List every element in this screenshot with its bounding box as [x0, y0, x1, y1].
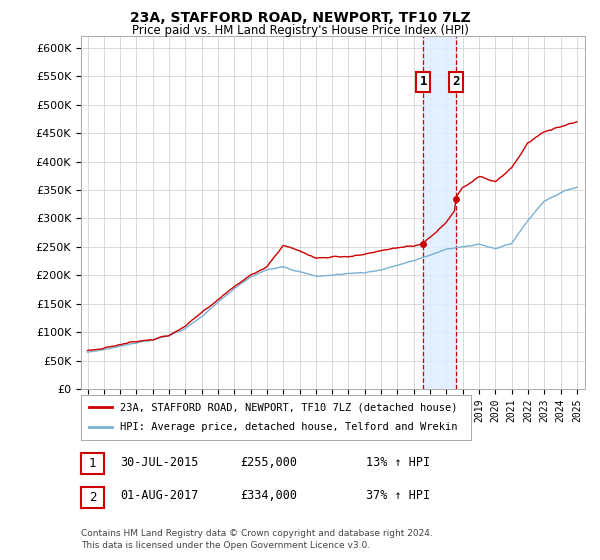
Text: 23A, STAFFORD ROAD, NEWPORT, TF10 7LZ (detached house): 23A, STAFFORD ROAD, NEWPORT, TF10 7LZ (d…	[120, 402, 458, 412]
Text: £255,000: £255,000	[240, 455, 297, 469]
Bar	[423, 36, 456, 389]
Text: 37% ↑ HPI: 37% ↑ HPI	[366, 489, 430, 502]
Text: 30-JUL-2015: 30-JUL-2015	[120, 455, 199, 469]
Text: 1: 1	[419, 76, 427, 88]
Text: This data is licensed under the Open Government Licence v3.0.: This data is licensed under the Open Gov…	[81, 542, 370, 550]
Text: 2: 2	[89, 491, 96, 504]
Text: 2: 2	[452, 76, 460, 88]
Text: HPI: Average price, detached house, Telford and Wrekin: HPI: Average price, detached house, Telf…	[120, 422, 458, 432]
Text: £334,000: £334,000	[240, 489, 297, 502]
Text: Price paid vs. HM Land Registry's House Price Index (HPI): Price paid vs. HM Land Registry's House …	[131, 24, 469, 36]
Text: 01-AUG-2017: 01-AUG-2017	[120, 489, 199, 502]
Text: 1: 1	[89, 457, 96, 470]
Text: Contains HM Land Registry data © Crown copyright and database right 2024.: Contains HM Land Registry data © Crown c…	[81, 529, 433, 538]
Text: 23A, STAFFORD ROAD, NEWPORT, TF10 7LZ: 23A, STAFFORD ROAD, NEWPORT, TF10 7LZ	[130, 11, 470, 25]
Text: 13% ↑ HPI: 13% ↑ HPI	[366, 455, 430, 469]
